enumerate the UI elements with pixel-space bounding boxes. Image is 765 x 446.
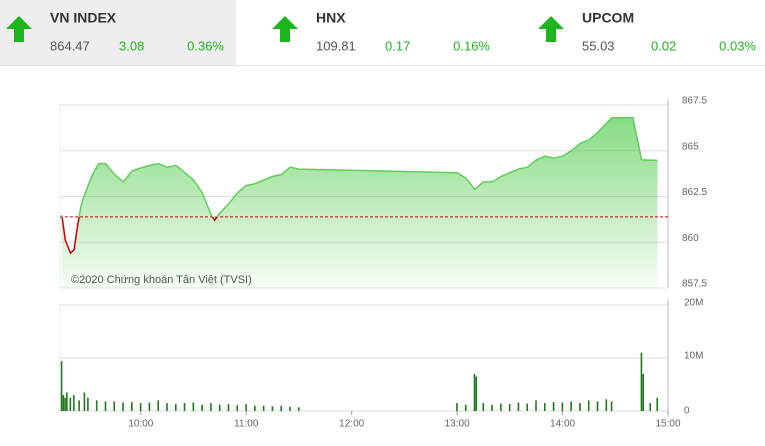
volume-bar (131, 401, 133, 411)
volume-bar (491, 404, 493, 411)
volume-bar (166, 403, 168, 411)
volume-bar (508, 404, 511, 411)
volume-bar (656, 397, 659, 411)
index-value: 109.81 (316, 38, 356, 53)
volume-bar (201, 404, 203, 411)
volume-bar (157, 400, 160, 411)
up-arrow (538, 16, 564, 42)
x-tick-label: 13:00 (445, 419, 470, 430)
volume-bar (271, 406, 274, 411)
index-percent: 0.16% (453, 38, 490, 53)
volume-bar (456, 403, 458, 411)
x-tick-label: 11:00 (234, 419, 259, 430)
y-tick-label: 867.5 (682, 96, 707, 107)
volume-bar (605, 399, 608, 411)
index-change: 0.02 (651, 38, 676, 53)
volume-bar (473, 373, 476, 411)
volume-bar (210, 403, 212, 411)
index-name: VN INDEX (50, 10, 117, 26)
volume-bar (596, 401, 599, 411)
volume-bar (236, 405, 239, 411)
index-line (61, 117, 658, 255)
index-name: HNX (316, 10, 346, 26)
volume-bar (73, 395, 75, 411)
index-percent: 0.36% (187, 38, 224, 53)
volume-bar (561, 402, 564, 411)
volume-bar (464, 404, 467, 411)
volume-bar (104, 401, 107, 411)
volume-bar (535, 400, 537, 411)
y-tick-label: 860 (682, 233, 699, 244)
y-tick-label: 10M (684, 351, 703, 362)
volume-bar (69, 397, 72, 411)
volume-bar (62, 395, 65, 411)
area (61, 117, 658, 288)
volume-bar (174, 404, 177, 411)
watermark: ©2020 Chứng khoán Tân Việt (TVSI) (71, 274, 252, 286)
volume-bar (60, 361, 63, 411)
volume-bar (192, 402, 195, 411)
up-arrow (6, 16, 32, 42)
x-tick-label: 14:00 (550, 419, 575, 430)
volume-bar (482, 403, 485, 411)
volume-bar (254, 405, 256, 411)
volume-bar (227, 404, 230, 411)
index-value: 55.03 (582, 38, 615, 53)
volume-bar (183, 403, 186, 411)
volume-bar (526, 403, 529, 411)
x-tick-label: 15:00 (655, 419, 680, 430)
y-tick-label: 865 (682, 141, 699, 152)
volume-bar (122, 402, 124, 411)
volume-bar (640, 352, 643, 411)
volume-bar (587, 400, 590, 411)
volume-bar (610, 401, 613, 411)
volume-bar (289, 406, 291, 411)
volume-bar (245, 404, 247, 411)
volume-bar (262, 405, 265, 411)
volume-bar (66, 392, 68, 411)
up-arrow (272, 16, 298, 42)
volume-bar (64, 397, 66, 411)
y-tick-label: 857.5 (682, 279, 707, 290)
y-tick-label: 0 (684, 406, 690, 417)
volume-bar (280, 405, 283, 411)
volume-bar (500, 403, 502, 411)
volume-bar (642, 373, 644, 411)
volume-bar (543, 403, 546, 411)
volume-bar (148, 402, 151, 411)
x-tick-label: 10:00 (128, 419, 153, 430)
volume-bar (517, 402, 520, 411)
volume-bar (649, 403, 652, 411)
volume-bar (83, 392, 86, 411)
selected-cell (0, 0, 236, 65)
y-tick-label: 862.5 (682, 187, 707, 198)
volume-bar (78, 400, 80, 411)
index-change: 3.08 (119, 38, 144, 53)
volume-bar (579, 403, 581, 411)
x-tick-label: 12:00 (339, 419, 364, 430)
volume-bar (113, 401, 116, 411)
volume-bar (87, 397, 89, 411)
y-tick-label: 20M (684, 298, 703, 309)
volume-bar (218, 404, 221, 411)
volume-bar (139, 403, 142, 411)
volume-bar (552, 401, 555, 411)
volume-bar (570, 401, 572, 411)
volume-bar (297, 407, 300, 411)
volume-bar (475, 376, 478, 411)
index-change: 0.17 (385, 38, 410, 53)
index-percent: 0.03% (719, 38, 756, 53)
index-value: 864.47 (50, 38, 90, 53)
index-name: UPCOM (582, 10, 634, 26)
volume-bar (95, 400, 98, 411)
